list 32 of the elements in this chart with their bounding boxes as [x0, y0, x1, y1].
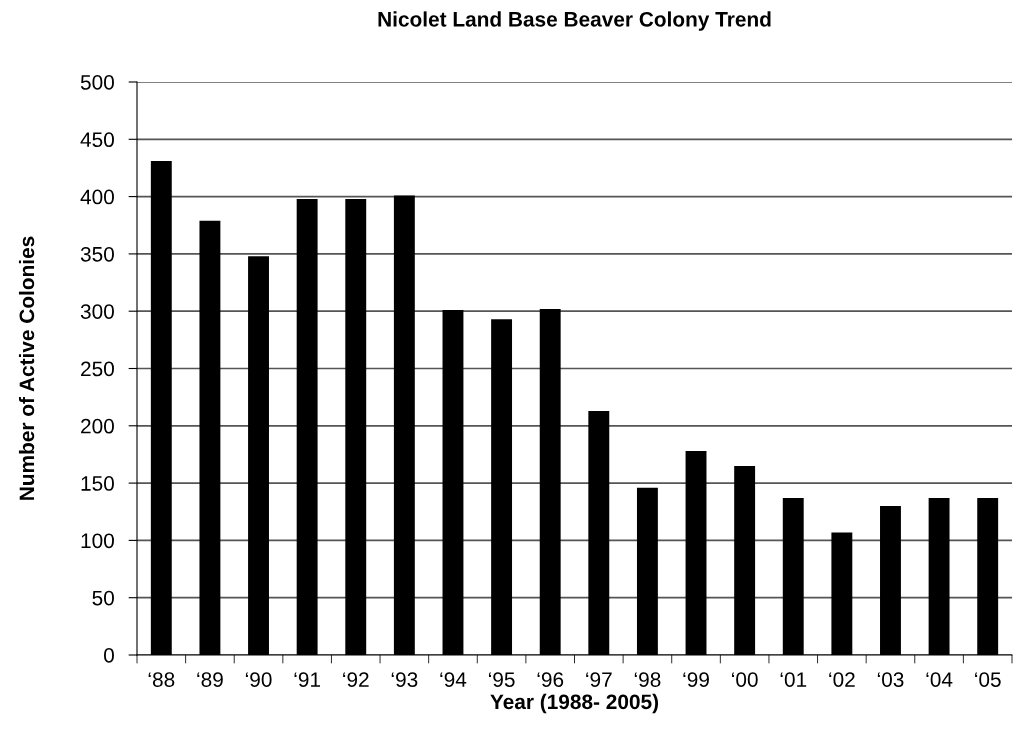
y-tick-label: 350	[80, 246, 114, 262]
y-tick-label: 300	[80, 304, 114, 319]
x-tick-label: ‘94	[440, 672, 467, 687]
x-tick-label: ‘04	[926, 672, 953, 687]
y-tick-label: 200	[81, 418, 114, 434]
x-tick-label: ‘05	[975, 672, 1001, 687]
y-tick-label: 450	[80, 132, 114, 148]
x-tick-label: ‘91	[294, 672, 321, 687]
y-axis-title: Number of Active Colonies	[18, 236, 35, 500]
y-tick-label: 250	[81, 361, 114, 377]
x-tick-label: ‘97	[586, 672, 612, 687]
x-axis-title: Year (1988- 2005)	[490, 693, 659, 714]
chart-title: Nicolet Land Base Beaver Colony Trend	[378, 11, 771, 31]
y-tick-label: 0	[104, 648, 114, 663]
x-tick-label: ‘00	[732, 672, 758, 687]
x-tick-label: ‘92	[343, 672, 369, 687]
y-tick-label: 150	[81, 476, 114, 491]
x-tick-label: ‘02	[829, 672, 855, 687]
y-tick-label: 50	[92, 590, 114, 606]
x-tick-label: ‘96	[537, 672, 564, 687]
x-tick-label: ‘01	[780, 672, 807, 687]
y-tick-label: 100	[81, 533, 114, 549]
x-tick-label: ‘99	[683, 672, 709, 687]
x-tick-label: ‘89	[197, 672, 223, 687]
x-tick-label: ‘93	[391, 672, 418, 687]
x-tick-label: ‘95	[488, 672, 515, 687]
y-tick-label: 500	[80, 75, 114, 90]
x-tick-label: ‘90	[245, 672, 272, 687]
x-tick-label: ‘03	[877, 672, 904, 687]
x-tick-label: ‘88	[148, 672, 175, 687]
x-tick-label: ‘98	[634, 672, 661, 687]
y-tick-label: 400	[80, 189, 114, 205]
